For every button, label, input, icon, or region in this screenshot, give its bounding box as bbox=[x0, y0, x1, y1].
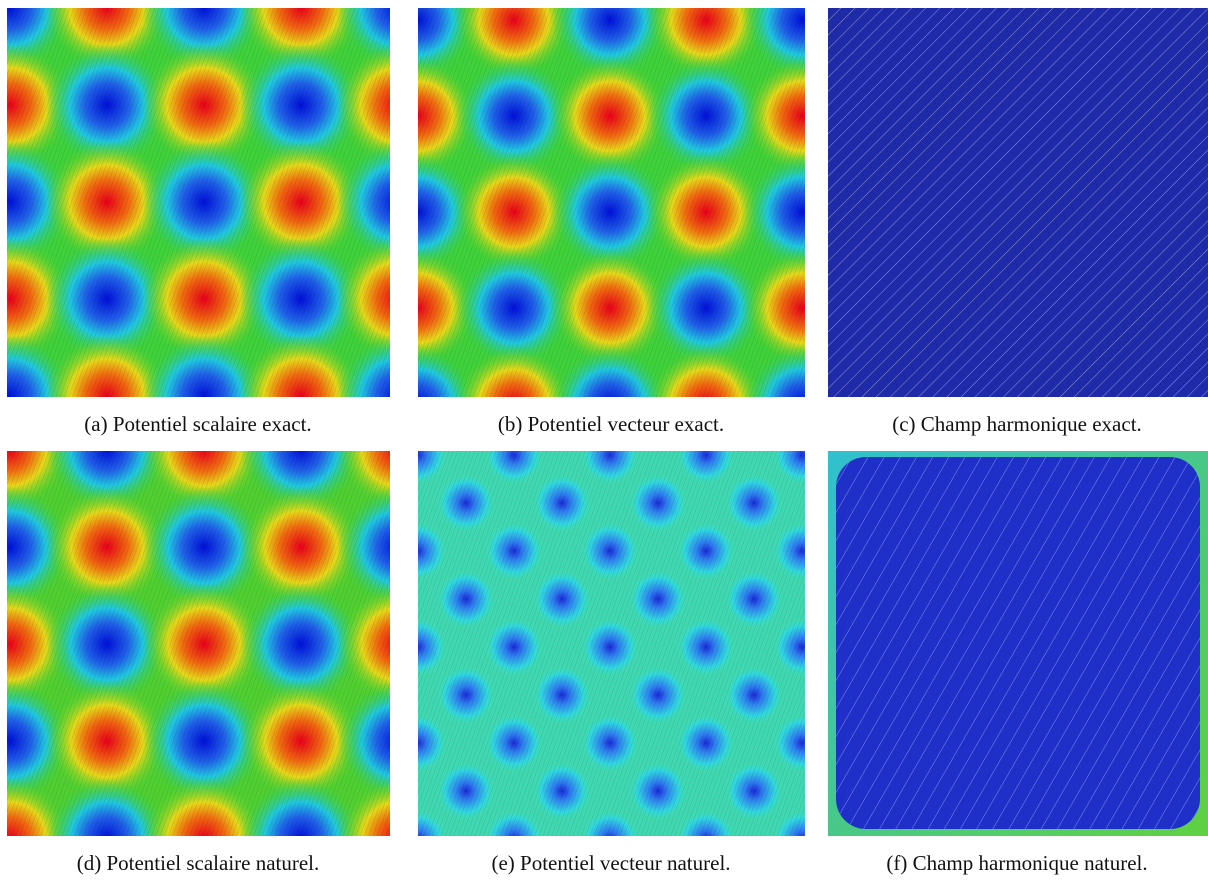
caption: (b) Potentiel vecteur exact. bbox=[498, 412, 724, 436]
panel-c-image bbox=[828, 8, 1208, 397]
panel-f-image bbox=[828, 451, 1208, 836]
panel-b-image bbox=[418, 8, 805, 397]
panel-e-image bbox=[418, 451, 805, 836]
panel-d-image bbox=[7, 451, 390, 836]
streamlines bbox=[418, 451, 805, 836]
caption: (d) Potentiel scalaire naturel. bbox=[77, 851, 320, 875]
streamlines bbox=[7, 451, 390, 836]
streamlines bbox=[7, 8, 390, 397]
panel-a-image bbox=[7, 8, 390, 397]
streamlines bbox=[418, 8, 805, 397]
caption: (a) Potentiel scalaire exact. bbox=[84, 412, 311, 436]
caption: (e) Potentiel vecteur naturel. bbox=[491, 851, 730, 875]
caption: (c) Champ harmonique exact. bbox=[892, 412, 1142, 436]
caption: (f) Champ harmonique naturel. bbox=[886, 851, 1147, 875]
